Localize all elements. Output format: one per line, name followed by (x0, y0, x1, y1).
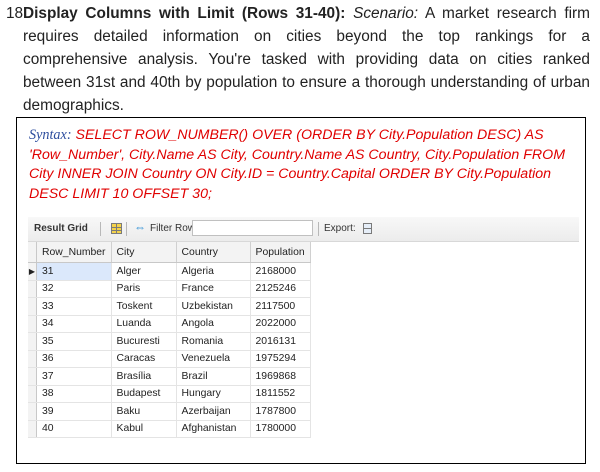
table-cell[interactable]: Algeria (176, 262, 251, 281)
toolbar-separator (100, 222, 101, 236)
table-row[interactable]: 34 Luanda Angola 2022000 (28, 315, 311, 333)
table-cell[interactable]: Azerbaijan (176, 402, 251, 421)
filter-icon[interactable]: ⇔ (134, 220, 146, 234)
row-indicator[interactable] (28, 297, 37, 316)
syntax-block: Syntax: SELECT ROW_NUMBER() OVER (ORDER … (29, 126, 569, 204)
scenario-text: A market research firm requires detailed… (23, 5, 590, 114)
row-indicator[interactable] (28, 280, 37, 298)
table-cell[interactable]: 32 (36, 280, 112, 298)
table-row[interactable]: 32 Paris France 2125246 (28, 280, 311, 298)
result-table: Row_Number City Country Population ▶ 31 Al… (28, 242, 311, 438)
row-indicator[interactable] (28, 420, 37, 438)
table-cell[interactable]: 1975294 (250, 350, 311, 368)
result-toolbar: Result Grid ⇔ Filter Rows: Export: (28, 217, 579, 242)
result-grid-screenshot: Result Grid ⇔ Filter Rows: Export: Row_N… (28, 217, 579, 439)
question-number: 18. (6, 5, 28, 22)
row-indicator-header (28, 242, 37, 263)
column-header[interactable]: Country (176, 242, 251, 263)
export-icon[interactable] (363, 223, 372, 234)
row-indicator[interactable] (28, 385, 37, 403)
table-cell[interactable]: 37 (36, 367, 112, 386)
table-row[interactable]: 40 Kabul Afghanistan 1780000 (28, 420, 311, 438)
result-grid-tab[interactable]: Result Grid (34, 223, 88, 234)
question-title: Display Columns with Limit (Rows 31-40): (23, 5, 346, 22)
filter-rows-input[interactable] (192, 220, 313, 236)
table-cell[interactable]: Romania (176, 332, 251, 351)
table-cell[interactable]: 2022000 (250, 315, 311, 333)
answer-box: Syntax: SELECT ROW_NUMBER() OVER (ORDER … (16, 117, 586, 464)
table-row[interactable]: 37 Brasília Brazil 1969868 (28, 367, 311, 386)
table-cell[interactable]: 1969868 (250, 367, 311, 386)
row-indicator[interactable] (28, 315, 37, 333)
table-cell[interactable]: 40 (36, 420, 112, 438)
sql-query: SELECT ROW_NUMBER() OVER (ORDER BY City.… (29, 127, 566, 202)
table-cell[interactable]: Paris (111, 280, 177, 298)
table-row[interactable]: 36 Caracas Venezuela 1975294 (28, 350, 311, 368)
table-cell[interactable]: 38 (36, 385, 112, 403)
table-cell[interactable]: Uzbekistan (176, 297, 251, 316)
table-row[interactable]: 35 Bucuresti Romania 2016131 (28, 332, 311, 351)
scenario-label: Scenario: (353, 5, 419, 22)
table-cell[interactable]: Toskent (111, 297, 177, 316)
table-cell[interactable]: Caracas (111, 350, 177, 368)
table-cell[interactable]: Alger (111, 262, 177, 281)
table-cell[interactable]: 2168000 (250, 262, 311, 281)
grid-layout-icon[interactable] (111, 223, 122, 234)
syntax-label: Syntax: (29, 127, 72, 143)
table-cell[interactable]: 2117500 (250, 297, 311, 316)
column-header[interactable]: Row_Number (36, 242, 112, 263)
table-cell[interactable]: Kabul (111, 420, 177, 438)
row-pointer-icon[interactable]: ▶ (28, 262, 37, 281)
column-header[interactable]: Population (250, 242, 311, 263)
filter-rows-label: Filter Rows: (150, 223, 203, 234)
table-cell[interactable]: 1811552 (250, 385, 311, 403)
table-row[interactable]: 39 Baku Azerbaijan 1787800 (28, 402, 311, 421)
row-indicator[interactable] (28, 350, 37, 368)
table-cell[interactable]: 31 (36, 262, 112, 281)
table-row[interactable]: 38 Budapest Hungary 1811552 (28, 385, 311, 403)
export-label[interactable]: Export: (324, 223, 356, 234)
table-cell[interactable]: 2016131 (250, 332, 311, 351)
table-cell[interactable]: Afghanistan (176, 420, 251, 438)
table-cell[interactable]: 33 (36, 297, 112, 316)
table-cell[interactable]: Bucuresti (111, 332, 177, 351)
table-cell[interactable]: 39 (36, 402, 112, 421)
header-row: Row_Number City Country Population (28, 242, 311, 263)
table-cell[interactable]: Brazil (176, 367, 251, 386)
table-row[interactable]: ▶ 31 Alger Algeria 2168000 (28, 262, 311, 281)
table-cell[interactable]: Budapest (111, 385, 177, 403)
table-cell[interactable]: Luanda (111, 315, 177, 333)
table-row[interactable]: 33 Toskent Uzbekistan 2117500 (28, 297, 311, 316)
table-cell[interactable]: Venezuela (176, 350, 251, 368)
table-cell[interactable]: 1780000 (250, 420, 311, 438)
table-cell[interactable]: Angola (176, 315, 251, 333)
table-cell[interactable]: 35 (36, 332, 112, 351)
table-cell[interactable]: Hungary (176, 385, 251, 403)
table-cell[interactable]: Brasília (111, 367, 177, 386)
table-cell[interactable]: 1787800 (250, 402, 311, 421)
table-cell[interactable]: 2125246 (250, 280, 311, 298)
question-body: Display Columns with Limit (Rows 31-40):… (23, 2, 590, 117)
table-cell[interactable]: 36 (36, 350, 112, 368)
toolbar-separator (126, 222, 127, 236)
row-indicator[interactable] (28, 332, 37, 351)
column-header[interactable]: City (111, 242, 177, 263)
row-indicator[interactable] (28, 367, 37, 386)
table-cell[interactable]: Baku (111, 402, 177, 421)
row-indicator[interactable] (28, 402, 37, 421)
toolbar-separator (318, 222, 319, 236)
table-cell[interactable]: France (176, 280, 251, 298)
question-block: 18. Display Columns with Limit (Rows 31-… (6, 2, 590, 117)
table-cell[interactable]: 34 (36, 315, 112, 333)
